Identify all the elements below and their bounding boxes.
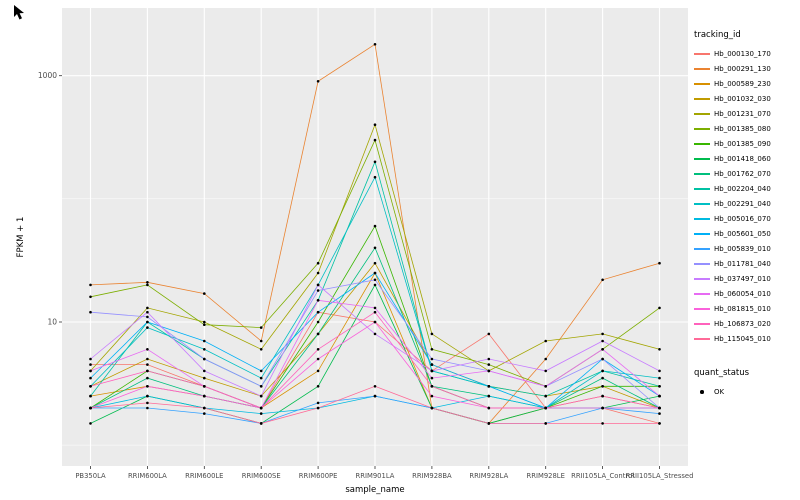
legend-label: Hb_005016_070 bbox=[714, 214, 771, 223]
legend-item: Hb_000130_170 bbox=[694, 46, 798, 61]
cursor-icon bbox=[14, 5, 24, 20]
legend-item: Hb_001231_070 bbox=[694, 106, 798, 121]
legend-label: Hb_000589_230 bbox=[714, 79, 771, 88]
line-key-icon bbox=[694, 272, 710, 285]
legend-label: Hb_002291_040 bbox=[714, 199, 771, 208]
legend-item: Hb_011781_040 bbox=[694, 256, 798, 271]
svg-text:RRIM928LA: RRIM928LA bbox=[469, 472, 508, 480]
legend-item: Hb_002204_040 bbox=[694, 181, 798, 196]
legend-title-tracking-id: tracking_id bbox=[694, 30, 741, 40]
legend-label: Hb_011781_040 bbox=[714, 259, 771, 268]
legend-label: Hb_002204_040 bbox=[714, 184, 771, 193]
line-key-icon bbox=[694, 122, 710, 135]
legend-label: Hb_005601_050 bbox=[714, 229, 771, 238]
line-key-icon bbox=[694, 242, 710, 255]
legend-item: Hb_000589_230 bbox=[694, 76, 798, 91]
line-key-icon bbox=[694, 227, 710, 240]
svg-text:10: 10 bbox=[47, 318, 57, 327]
legend-item: Hb_001385_080 bbox=[694, 121, 798, 136]
legend-label: Hb_081815_010 bbox=[714, 304, 771, 313]
legend-label: Hb_001418_060 bbox=[714, 154, 771, 163]
legend-item: Hb_115045_010 bbox=[694, 331, 798, 346]
line-key-icon bbox=[694, 107, 710, 120]
legend-label: Hb_001385_090 bbox=[714, 139, 771, 148]
legend-items-tracking-id: Hb_000130_170 Hb_000291_130 Hb_000589_230 H… bbox=[694, 46, 798, 346]
legend-item: Hb_037497_010 bbox=[694, 271, 798, 286]
svg-text:RRII105LA_Control: RRII105LA_Control bbox=[571, 472, 634, 480]
legend-item: Hb_081815_010 bbox=[694, 301, 798, 316]
svg-text:RRIM600PE: RRIM600PE bbox=[299, 472, 338, 480]
legend-item: Hb_005839_010 bbox=[694, 241, 798, 256]
line-key-icon bbox=[694, 257, 710, 270]
legend-item: Hb_106873_020 bbox=[694, 316, 798, 331]
svg-text:RRIM928BA: RRIM928BA bbox=[412, 472, 452, 480]
svg-text:PB350LA: PB350LA bbox=[75, 472, 106, 480]
legend-label-ok: OK bbox=[714, 387, 725, 396]
legend-item: Hb_002291_040 bbox=[694, 196, 798, 211]
line-key-icon bbox=[694, 167, 710, 180]
legend-item: Hb_001032_030 bbox=[694, 91, 798, 106]
svg-text:RRII105LA_Stressed: RRII105LA_Stressed bbox=[626, 472, 694, 480]
svg-text:1000: 1000 bbox=[38, 71, 57, 80]
line-key-icon bbox=[694, 302, 710, 315]
legend-item-ok: OK bbox=[694, 384, 798, 399]
legend-item: Hb_005601_050 bbox=[694, 226, 798, 241]
legend-label: Hb_001032_030 bbox=[714, 94, 771, 103]
svg-text:RRIM600LE: RRIM600LE bbox=[185, 472, 223, 480]
y-axis-title: FPKM + 1 bbox=[16, 216, 26, 258]
legend-item: Hb_001762_070 bbox=[694, 166, 798, 181]
legend-label: Hb_001762_070 bbox=[714, 169, 771, 178]
line-key-icon bbox=[694, 47, 710, 60]
legend-label: Hb_001385_080 bbox=[714, 124, 771, 133]
svg-text:RRIM901LA: RRIM901LA bbox=[356, 472, 395, 480]
point-key-icon bbox=[694, 385, 710, 398]
legend-item: Hb_005016_070 bbox=[694, 211, 798, 226]
line-key-icon bbox=[694, 332, 710, 345]
legend-label: Hb_060054_010 bbox=[714, 289, 771, 298]
legend-label: Hb_001231_070 bbox=[714, 109, 771, 118]
legend-label: Hb_000291_130 bbox=[714, 64, 771, 73]
line-key-icon bbox=[694, 137, 710, 150]
legend-item: Hb_001418_060 bbox=[694, 151, 798, 166]
svg-text:RRIM928LE: RRIM928LE bbox=[527, 472, 565, 480]
legend-title-quant-status: quant_status bbox=[694, 368, 750, 378]
svg-text:RRIM600SE: RRIM600SE bbox=[242, 472, 281, 480]
line-key-icon bbox=[694, 152, 710, 165]
line-key-icon bbox=[694, 197, 710, 210]
legend: tracking_id Hb_000130_170 Hb_000291_130 Hb… bbox=[694, 30, 798, 399]
line-key-icon bbox=[694, 182, 710, 195]
line-key-icon bbox=[694, 317, 710, 330]
x-axis-title: sample_name bbox=[345, 485, 405, 495]
legend-label: Hb_115045_010 bbox=[714, 334, 771, 343]
legend-item: Hb_000291_130 bbox=[694, 61, 798, 76]
line-key-icon bbox=[694, 92, 710, 105]
line-key-icon bbox=[694, 62, 710, 75]
line-key-icon bbox=[694, 77, 710, 90]
legend-label: Hb_106873_020 bbox=[714, 319, 771, 328]
legend-label: Hb_005839_010 bbox=[714, 244, 771, 253]
legend-label: Hb_037497_010 bbox=[714, 274, 771, 283]
svg-text:RRIM600LA: RRIM600LA bbox=[128, 472, 167, 480]
line-key-icon bbox=[694, 287, 710, 300]
legend-item: Hb_001385_090 bbox=[694, 136, 798, 151]
legend-item: Hb_060054_010 bbox=[694, 286, 798, 301]
line-key-icon bbox=[694, 212, 710, 225]
legend-label: Hb_000130_170 bbox=[714, 49, 771, 58]
